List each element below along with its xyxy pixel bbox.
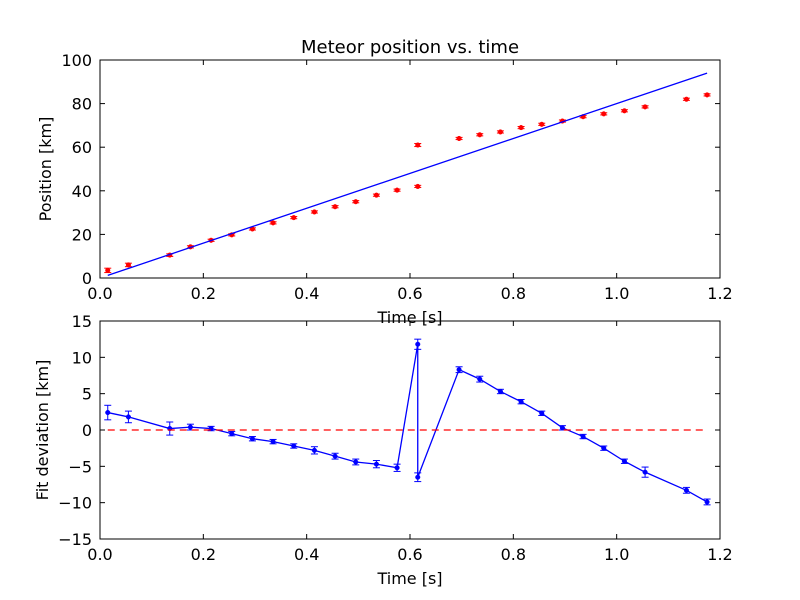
data-point [270, 220, 276, 226]
data-point [601, 445, 607, 451]
deviation-x-axis-label: Time [s] [376, 569, 442, 588]
deviation-plot-area [104, 338, 711, 506]
data-point [415, 142, 421, 148]
x-tick-label: 1.2 [707, 545, 732, 564]
x-tick-label: 0.8 [501, 284, 526, 303]
y-tick-label: 0 [82, 269, 92, 288]
x-tick-label: 0.8 [501, 545, 526, 564]
x-tick-label: 0.4 [294, 284, 319, 303]
data-point [477, 376, 483, 382]
x-tick-label: 0.6 [397, 545, 422, 564]
data-point [394, 187, 400, 193]
data-point [270, 439, 276, 445]
x-tick-label: 0.2 [191, 284, 216, 303]
data-point [580, 433, 586, 440]
data-point [642, 469, 648, 475]
data-point [249, 436, 255, 442]
data-point [456, 135, 462, 142]
data-point [394, 465, 400, 471]
data-point [125, 262, 131, 268]
data-point [415, 183, 421, 189]
data-point [229, 431, 235, 437]
data-point [683, 487, 689, 493]
data-point [415, 341, 421, 347]
y-tick-label: 0 [82, 421, 92, 440]
x-tick-label: 1.0 [604, 545, 629, 564]
deviation-series-line [107, 344, 708, 503]
data-point [415, 474, 421, 480]
y-tick-label: −10 [58, 494, 92, 513]
deviation-axes-ticks: 0.0 0.2 0.4 0.6 0.8 1.0 1.2 −15 −10 −5 0 5 10 15 [58, 312, 732, 564]
data-point [105, 410, 111, 416]
data-point [621, 458, 627, 464]
data-point [559, 425, 565, 431]
y-tick-label: −15 [58, 530, 92, 549]
data-point [497, 388, 503, 395]
data-point [683, 96, 689, 102]
data-point [704, 499, 710, 505]
data-point [497, 129, 503, 135]
data-point [187, 424, 193, 430]
data-point [353, 459, 359, 465]
x-tick-label: 1.2 [707, 284, 732, 303]
data-point [311, 447, 317, 453]
data-point [373, 192, 379, 198]
fit-deviation-chart: 0.0 0.2 0.4 0.6 0.8 1.0 1.2 −15 −10 −5 0 5 10 15 Time… [33, 312, 733, 588]
data-point [105, 267, 111, 273]
position-x-axis-label: Time [s] [376, 308, 442, 327]
deviation-y-axis-label: Fit deviation [km] [33, 360, 52, 501]
y-tick-label: 40 [72, 182, 92, 201]
x-tick-label: 0.0 [87, 284, 112, 303]
chart-title: Meteor position vs. time [301, 37, 519, 58]
y-tick-label: 10 [72, 348, 92, 367]
y-tick-label: −5 [68, 457, 92, 476]
data-point [621, 108, 627, 114]
position-y-axis-label: Position [km] [36, 117, 55, 222]
x-tick-label: 0.6 [397, 284, 422, 303]
linear-fit-line [107, 72, 708, 276]
data-point [125, 414, 131, 420]
data-point [373, 461, 379, 467]
position-axes-ticks: 0.0 0.2 0.4 0.6 0.8 1.0 1.2 0 20 40 60 80 100 [61, 51, 732, 303]
y-tick-label: 5 [82, 385, 92, 404]
y-tick-label: 60 [72, 138, 92, 157]
data-point [353, 199, 359, 205]
y-tick-label: 20 [72, 225, 92, 244]
data-point [518, 399, 524, 405]
data-point [332, 204, 338, 210]
data-point [291, 215, 297, 221]
y-tick-label: 100 [61, 51, 92, 70]
data-point [332, 453, 338, 459]
data-point [456, 367, 462, 373]
position-chart: 0.0 0.2 0.4 0.6 0.8 1.0 1.2 0 20 40 60 80 100 Meteor… [36, 37, 733, 327]
data-point [477, 132, 483, 138]
x-tick-label: 0.2 [191, 545, 216, 564]
y-tick-label: 80 [72, 95, 92, 114]
data-point [642, 104, 648, 110]
x-tick-label: 0.4 [294, 545, 319, 564]
y-tick-label: 15 [72, 312, 92, 331]
data-point [291, 443, 297, 449]
position-plot-area [104, 72, 711, 276]
data-point [518, 125, 524, 131]
x-tick-label: 0.0 [87, 545, 112, 564]
data-point [539, 410, 545, 416]
data-point [704, 92, 710, 98]
data-point [601, 111, 607, 117]
data-point [311, 209, 317, 215]
data-point [539, 121, 545, 127]
x-tick-label: 1.0 [604, 284, 629, 303]
